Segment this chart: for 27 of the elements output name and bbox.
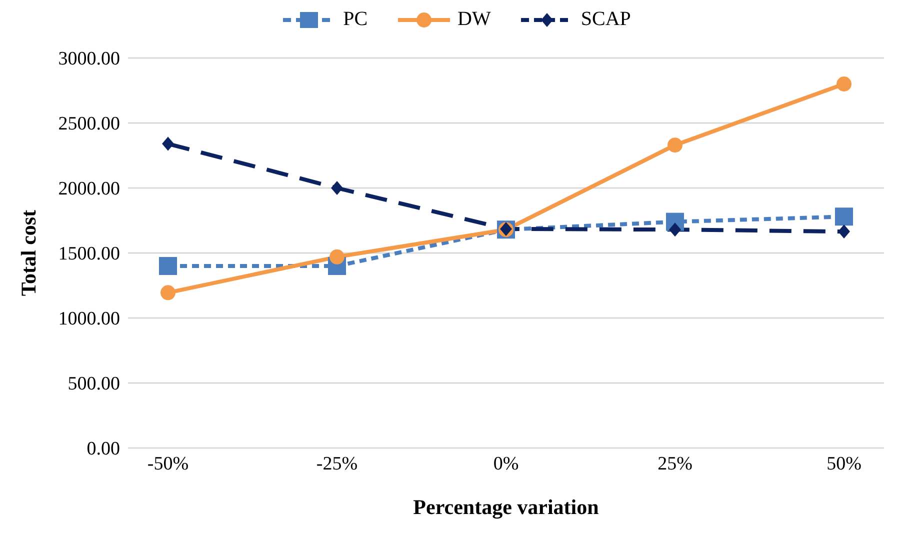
- point: [838, 224, 850, 239]
- x-tick-label: -50%: [147, 453, 189, 474]
- point: [669, 222, 681, 237]
- y-tick-label: 500.00: [68, 374, 120, 395]
- point: [331, 181, 343, 195]
- point: [668, 138, 682, 153]
- point: [159, 257, 177, 275]
- y-tick-label: 3000.00: [58, 48, 120, 70]
- legend-label: DW: [458, 8, 491, 31]
- y-tick-label: 2000.00: [58, 178, 120, 200]
- legend-label: SCAP: [580, 8, 631, 31]
- y-axis-title: Total cost: [16, 210, 40, 296]
- x-tick-label: -25%: [316, 453, 358, 474]
- point: [330, 249, 344, 264]
- x-tick-label: 25%: [658, 453, 693, 474]
- x-axis-title: Percentage variation: [413, 495, 600, 519]
- y-tick-label: 1000.00: [58, 308, 120, 330]
- legend-label: PC: [343, 8, 368, 31]
- y-tick-label: 2500.00: [58, 114, 120, 135]
- point: [836, 76, 852, 92]
- point: [160, 285, 176, 300]
- x-tick-label: 0%: [493, 453, 519, 474]
- y-tick-label: 1500.00: [58, 244, 120, 265]
- y-tick-label: 0.00: [86, 438, 120, 460]
- point: [835, 208, 853, 226]
- point: [162, 136, 174, 151]
- x-tick-label: 50%: [826, 453, 862, 474]
